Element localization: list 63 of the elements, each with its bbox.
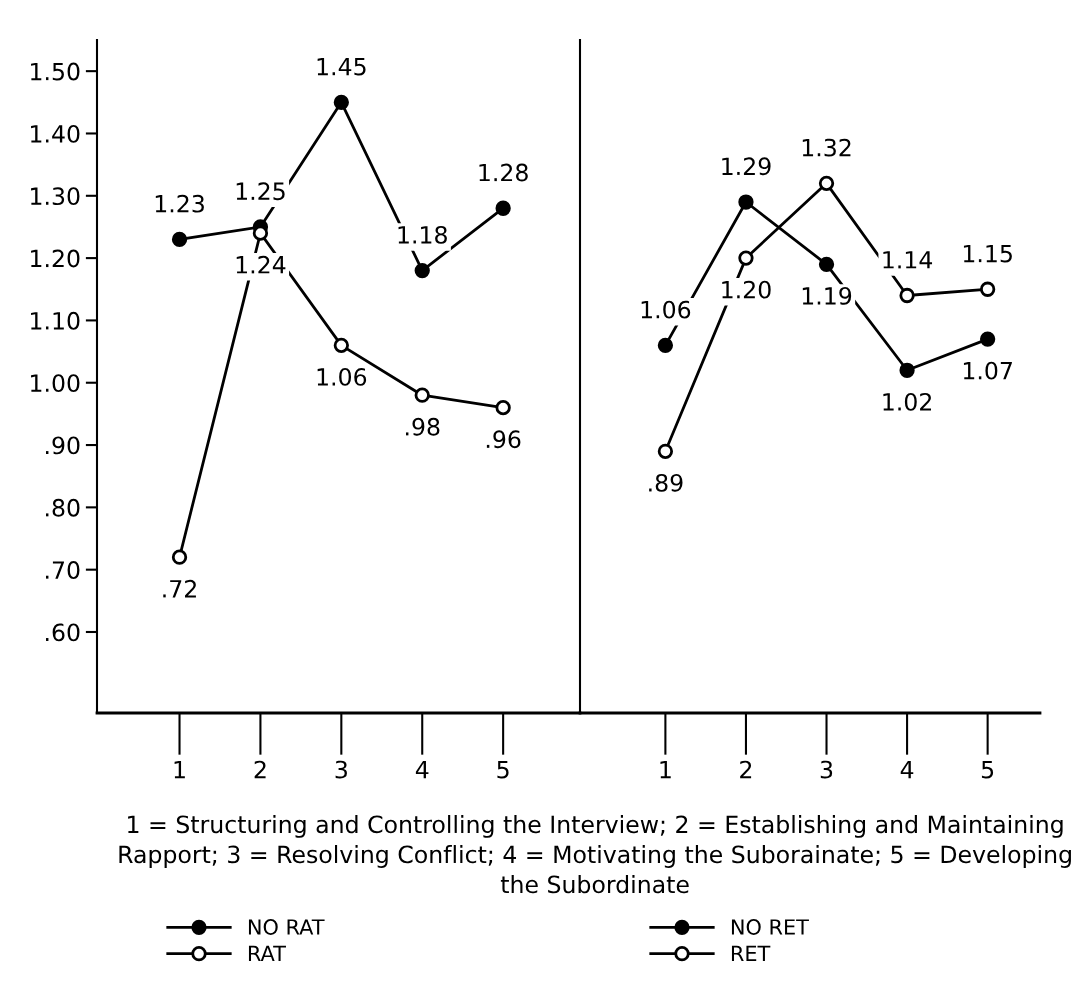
y-tick-label: .90	[46, 436, 80, 455]
data-label: .72	[163, 579, 196, 598]
point	[495, 200, 511, 216]
data-label: 1.18	[398, 225, 447, 244]
x-tick-label: 4	[415, 760, 429, 779]
legend-label: RAT	[248, 945, 286, 961]
x-tick-label: 2	[254, 760, 266, 779]
x-tick-label: 3	[820, 760, 833, 779]
point	[899, 287, 915, 304]
data-label: 1.06	[317, 367, 367, 386]
x-tick-label: 2	[740, 760, 752, 779]
x-tick-label: 5	[497, 760, 509, 779]
data-label: 1.19	[802, 286, 852, 305]
data-label: 1.02	[883, 392, 931, 411]
data-label: 1.14	[883, 251, 933, 269]
point	[980, 281, 996, 297]
text: 1 = Structuring and Controlling the Interview; 2 = Establishing and Maintaining Rapport; 3 = Resolving Conflict; 4 = Motivating the Suborainate; 5 = Developing the Subordinate	[119, 815, 1071, 894]
y-tick-label: 1.50	[31, 62, 80, 81]
y-tick-label: .60	[46, 623, 80, 642]
y-tick-label: .80	[46, 498, 80, 517]
point	[333, 337, 349, 353]
point	[171, 231, 188, 248]
x-tick-label: 3	[335, 760, 347, 779]
x-tick-label: 1	[660, 760, 671, 779]
legend-label: RET	[731, 945, 771, 961]
legend-label: NO RAT	[248, 919, 325, 935]
point	[738, 194, 754, 210]
point	[980, 331, 996, 347]
y-tick-label: 1.40	[31, 124, 80, 143]
point	[414, 262, 430, 279]
data-label: .98	[405, 417, 440, 436]
point	[657, 443, 674, 459]
x-tick-label: 5	[981, 760, 994, 779]
data-label: 1.25	[236, 182, 285, 201]
data-label: 1.29	[722, 157, 771, 176]
point	[171, 549, 188, 565]
point	[333, 94, 349, 110]
y-tick-label: 1.20	[31, 249, 80, 268]
point	[818, 256, 835, 272]
legend-label: NO RET	[731, 919, 809, 935]
y-tick-label: 1.30	[31, 187, 80, 206]
data-label: 1.28	[479, 163, 528, 182]
data-label: 1.24	[236, 255, 286, 274]
data-label: 1.15	[963, 244, 1012, 263]
point	[414, 387, 430, 403]
data-label: .96	[486, 430, 521, 449]
data-label: 1.06	[641, 300, 691, 319]
point	[738, 250, 754, 266]
data-label: 1.32	[802, 138, 851, 157]
point	[495, 400, 511, 416]
data-label: 1.07	[963, 361, 1012, 380]
x-tick-label: 1	[174, 760, 185, 779]
y-tick-label: 1.10	[31, 311, 80, 330]
point	[818, 175, 835, 191]
data-label: 1.45	[317, 57, 366, 76]
point	[899, 362, 915, 378]
y-tick-label: .70	[46, 561, 80, 579]
point	[657, 337, 674, 353]
y-tick-label: 1.00	[31, 374, 80, 393]
x-tick-label: 4	[900, 760, 914, 779]
data-label: 1.20	[722, 280, 771, 299]
data-label: .89	[649, 473, 683, 492]
data-label: 1.23	[155, 194, 204, 213]
